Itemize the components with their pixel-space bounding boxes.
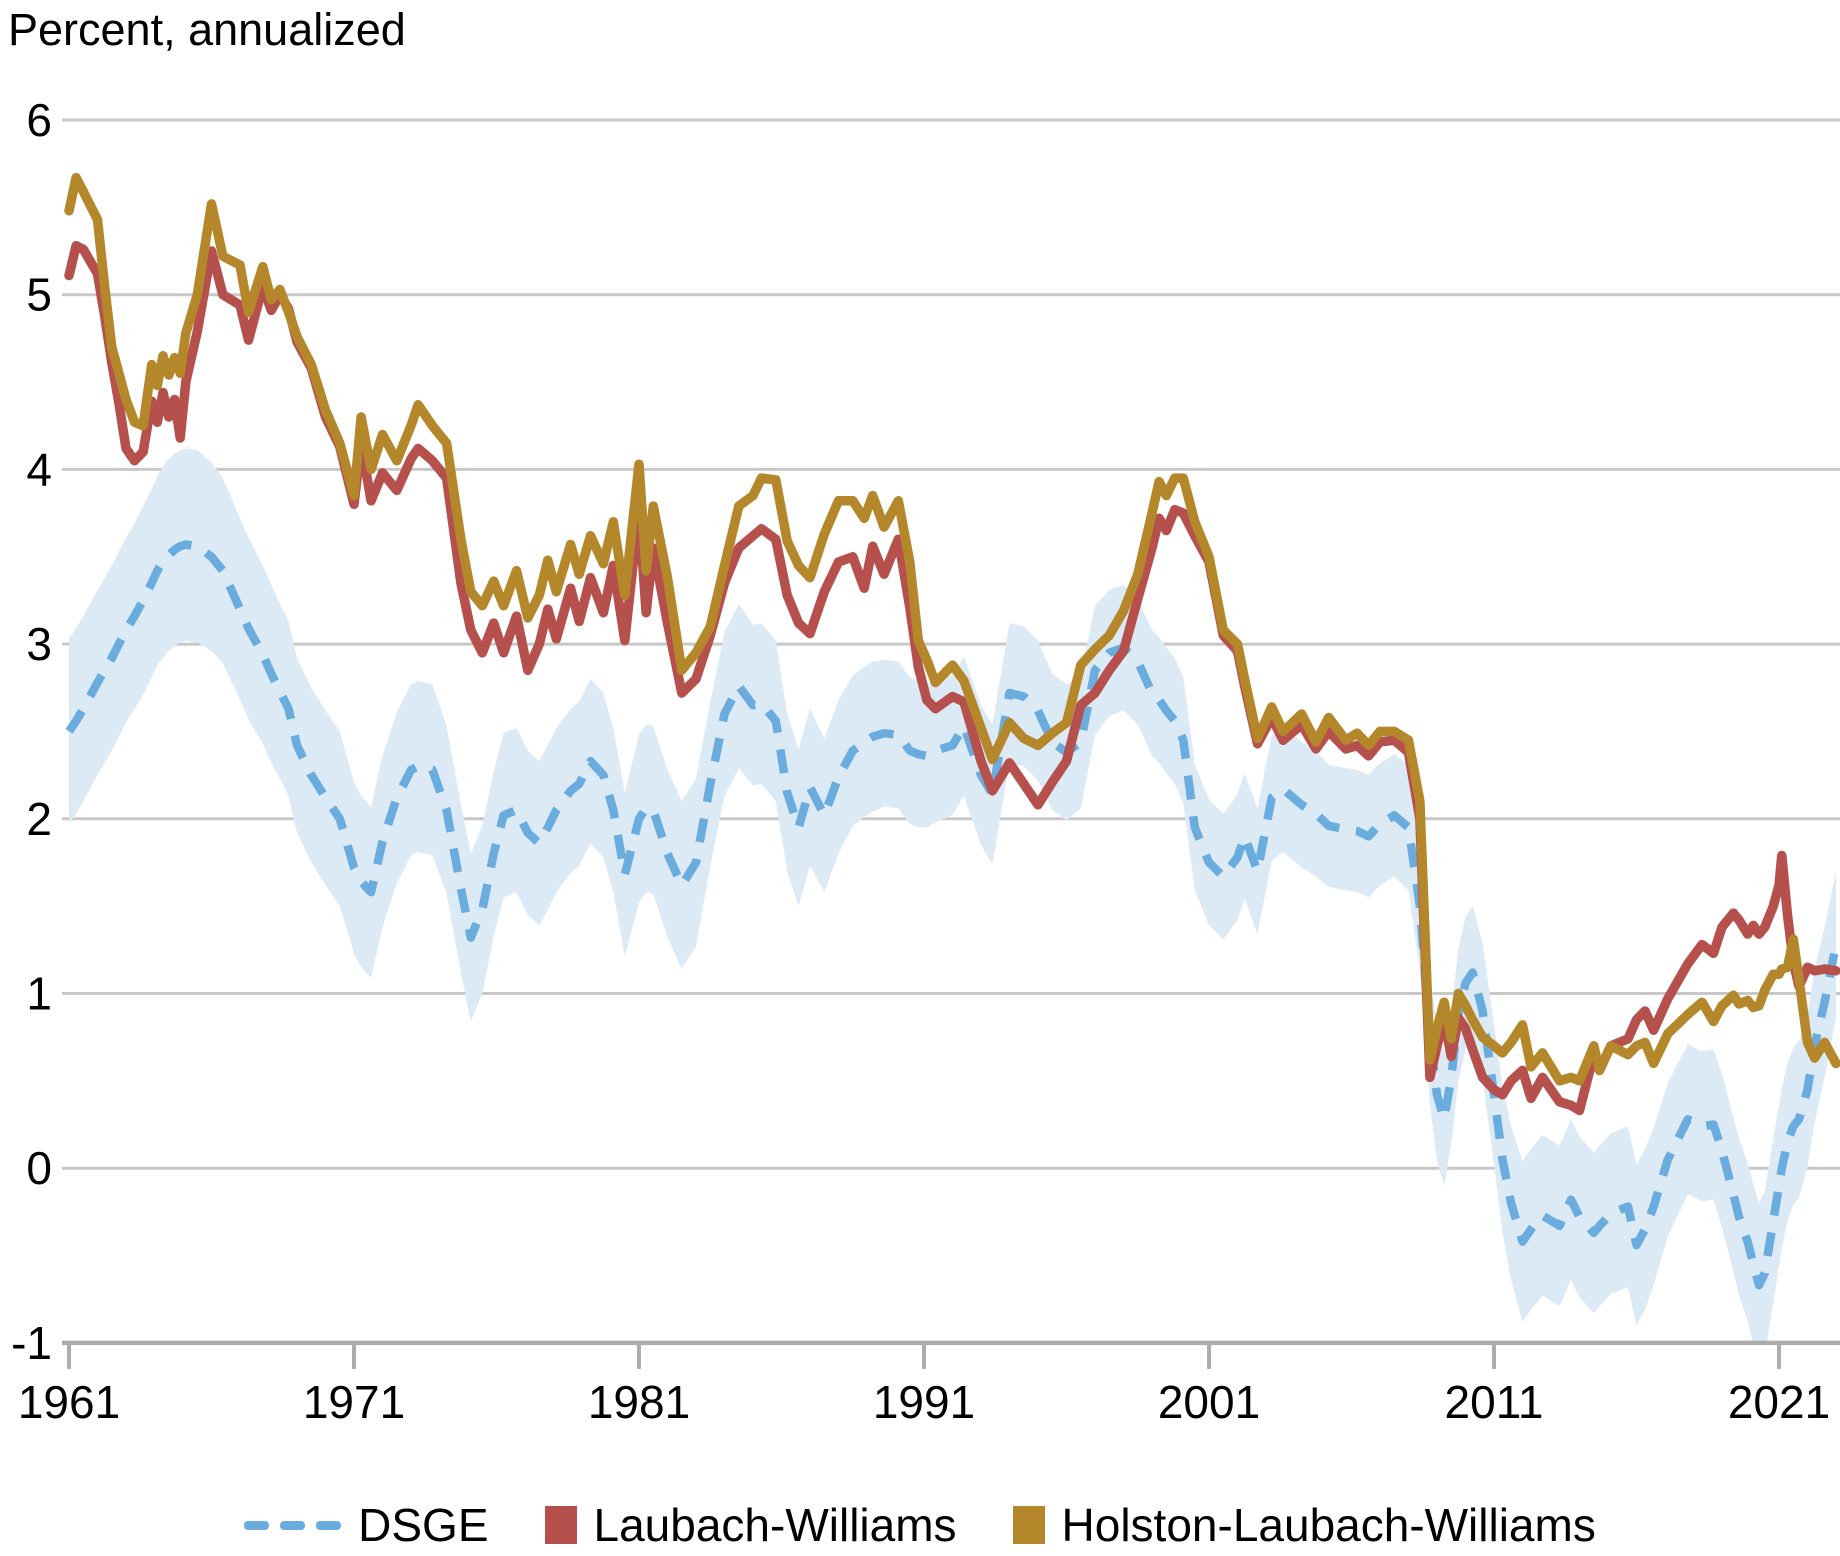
y-tick-label-4: 4 [26,443,52,495]
legend-label-holston-laubach-williams: Holston-Laubach-Williams [1061,1499,1596,1551]
x-tick-label-2011: 2011 [1445,1376,1544,1428]
y-tick-label-5: 5 [26,269,52,321]
chart-title: Percent, annualized [8,4,406,55]
y-tick-label-0: 0 [26,1142,52,1194]
x-tick-label-2001: 2001 [1158,1376,1260,1428]
x-tick-label-1991: 1991 [873,1376,975,1428]
dsge-confidence-band [69,448,1836,1343]
dsge-dashed-line-swatch-icon [244,1520,342,1530]
laubach-williams-swatch-icon [544,1506,577,1544]
legend: DSGE Laubach-Williams Holston-Laubach-Wi… [0,1494,1840,1556]
legend-item-holston-laubach-williams: Holston-Laubach-Williams [1012,1498,1596,1552]
legend-label-laubach-williams: Laubach-Williams [593,1499,957,1551]
y-tick-label-3: 3 [26,618,52,670]
y-tick-label-1: 1 [26,968,52,1020]
series-holston-laubach-williams-line [64,172,1840,1086]
y-tick-label--1: -1 [11,1317,52,1369]
legend-item-dsge: DSGE [244,1498,489,1552]
x-tick-label-2021: 2021 [1728,1376,1830,1428]
legend-label-dsge: DSGE [358,1499,489,1551]
x-tick-label-1961: 1961 [18,1376,120,1428]
x-tick-label-1971: 1971 [303,1376,405,1428]
holston-laubach-williams-swatch-icon [1012,1506,1045,1544]
legend-item-laubach-williams: Laubach-Williams [544,1498,957,1552]
y-tick-label-2: 2 [26,793,52,845]
x-tick-label-1981: 1981 [588,1376,690,1428]
y-tick-label-6: 6 [26,94,52,146]
series-dsge-line [65,540,1840,1290]
